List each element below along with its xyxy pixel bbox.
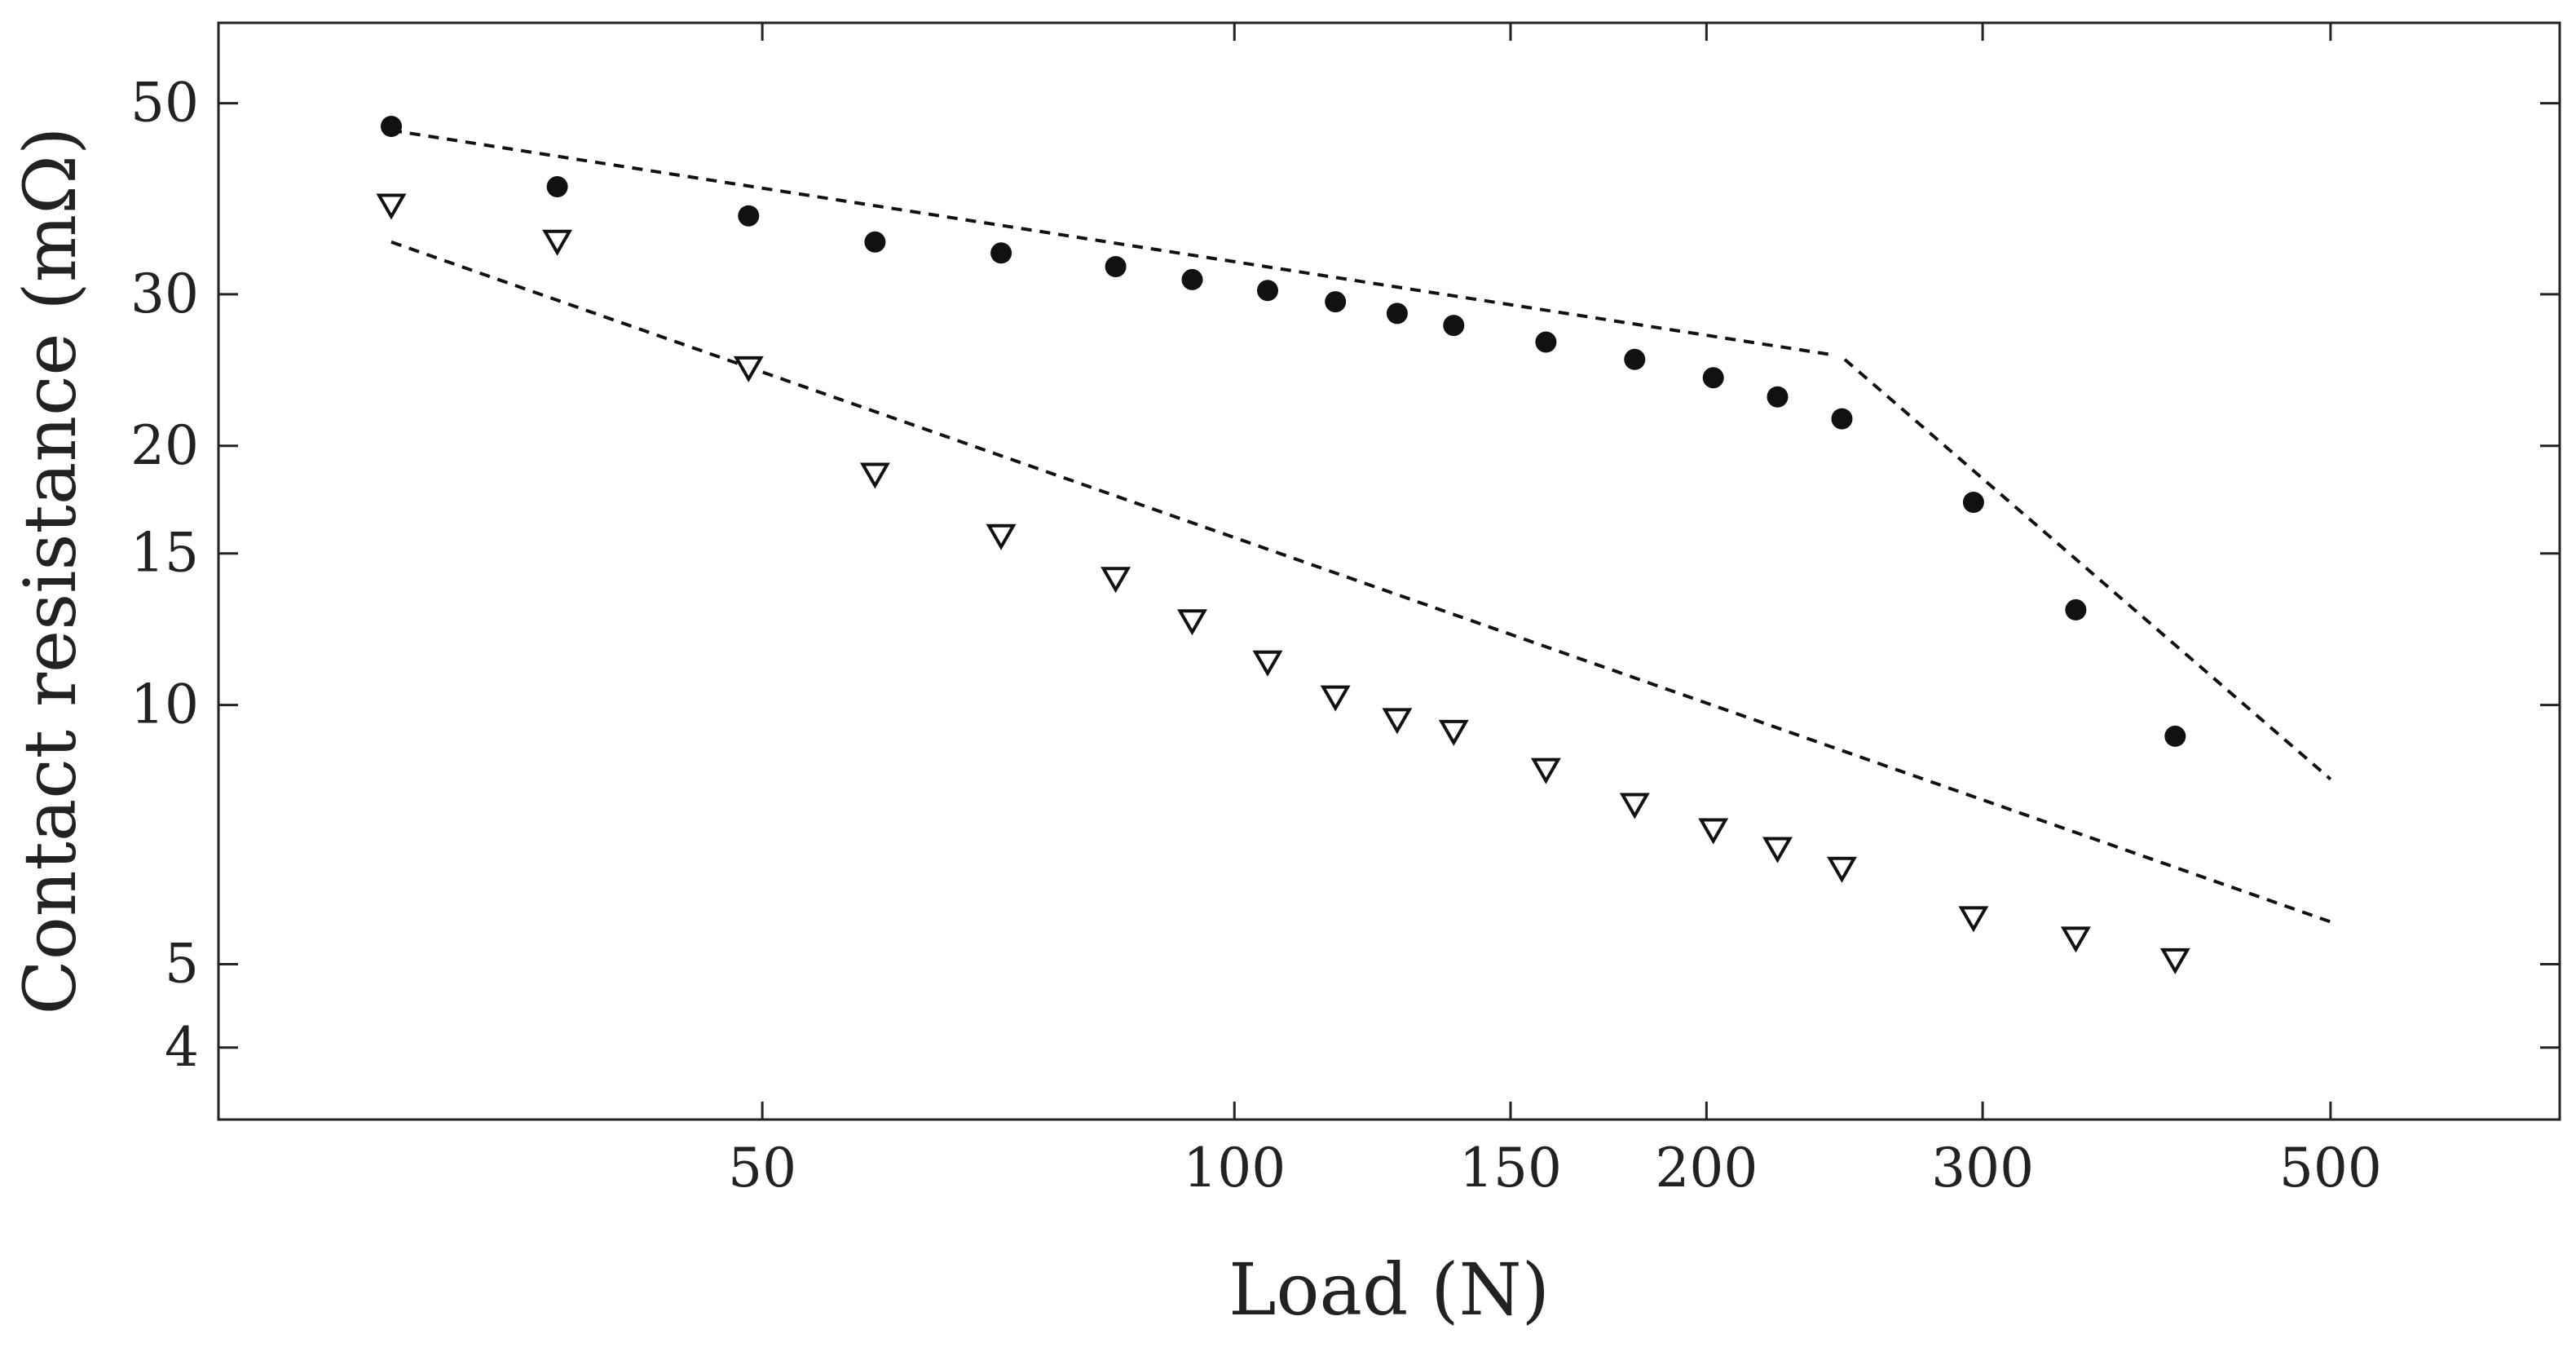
data-point-circle	[2164, 725, 2186, 747]
data-point-circle	[1386, 303, 1408, 325]
data-point-circle	[1443, 315, 1465, 337]
data-point-circle	[738, 205, 760, 227]
data-point-triangle	[1958, 906, 1989, 933]
fit-line-3	[390, 240, 2331, 924]
data-point-triangle	[986, 523, 1017, 550]
x-tick-label: 200	[1655, 1137, 1758, 1199]
data-point-triangle	[859, 462, 890, 489]
data-point-triangle	[1762, 837, 1793, 864]
data-point-circle	[1105, 256, 1127, 277]
data-point-circle	[864, 231, 886, 253]
data-point-triangle	[1619, 793, 1650, 819]
data-point-triangle	[542, 229, 573, 256]
y-tick-label: 50	[130, 72, 199, 135]
data-point-triangle	[1382, 708, 1413, 735]
x-tick-label: 150	[1459, 1137, 1562, 1199]
data-point-circle	[1702, 367, 1724, 389]
data-point-triangle	[733, 356, 764, 382]
data-markers	[376, 116, 2190, 974]
data-point-circle	[1181, 268, 1203, 290]
y-axis-ticks: 4 5 10 15 20 30 50	[130, 72, 2560, 1079]
data-point-circle	[1257, 280, 1278, 302]
data-point-triangle	[2060, 926, 2091, 953]
data-point-triangle	[2159, 947, 2190, 974]
y-tick-label: 15	[130, 522, 199, 585]
y-tick-label: 5	[165, 932, 199, 995]
data-point-triangle	[1252, 650, 1283, 677]
data-point-triangle	[1827, 856, 1857, 883]
x-axis-ticks: 50 100 150 200 300 500	[728, 23, 2382, 1199]
data-point-circle	[546, 176, 568, 197]
x-axis-title: Load (N)	[1228, 1248, 1550, 1332]
y-tick-label: 10	[130, 674, 199, 736]
data-point-circle	[1831, 408, 1853, 430]
data-point-circle	[1962, 492, 1984, 513]
data-point-triangle	[1530, 758, 1561, 784]
data-point-triangle	[1698, 818, 1729, 845]
data-point-circle	[2065, 598, 2087, 621]
data-point-circle	[990, 242, 1012, 264]
data-point-triangle	[1438, 719, 1469, 746]
data-point-triangle	[1320, 685, 1351, 712]
y-tick-label: 20	[130, 414, 199, 477]
y-tick-label: 4	[165, 1016, 199, 1079]
data-point-circle	[1535, 331, 1557, 353]
x-tick-label: 50	[728, 1137, 796, 1199]
data-point-triangle	[1101, 567, 1131, 594]
data-point-triangle	[1177, 609, 1207, 636]
fit-lines	[390, 128, 2332, 924]
data-point-circle	[381, 116, 402, 137]
fit-line-2	[1843, 358, 2332, 781]
data-point-triangle	[376, 193, 407, 220]
x-tick-label: 300	[1931, 1137, 2034, 1199]
data-point-circle	[1325, 291, 1347, 313]
plot-frame	[217, 21, 2561, 1121]
data-point-circle	[1624, 348, 1646, 370]
x-tick-label: 500	[2279, 1137, 2382, 1199]
y-axis-title: Contact resistance (mΩ)	[8, 127, 92, 1015]
y-tick-label: 30	[130, 263, 199, 325]
fit-line-1	[390, 128, 1834, 357]
data-point-circle	[1767, 386, 1789, 408]
x-tick-label: 100	[1183, 1137, 1286, 1199]
